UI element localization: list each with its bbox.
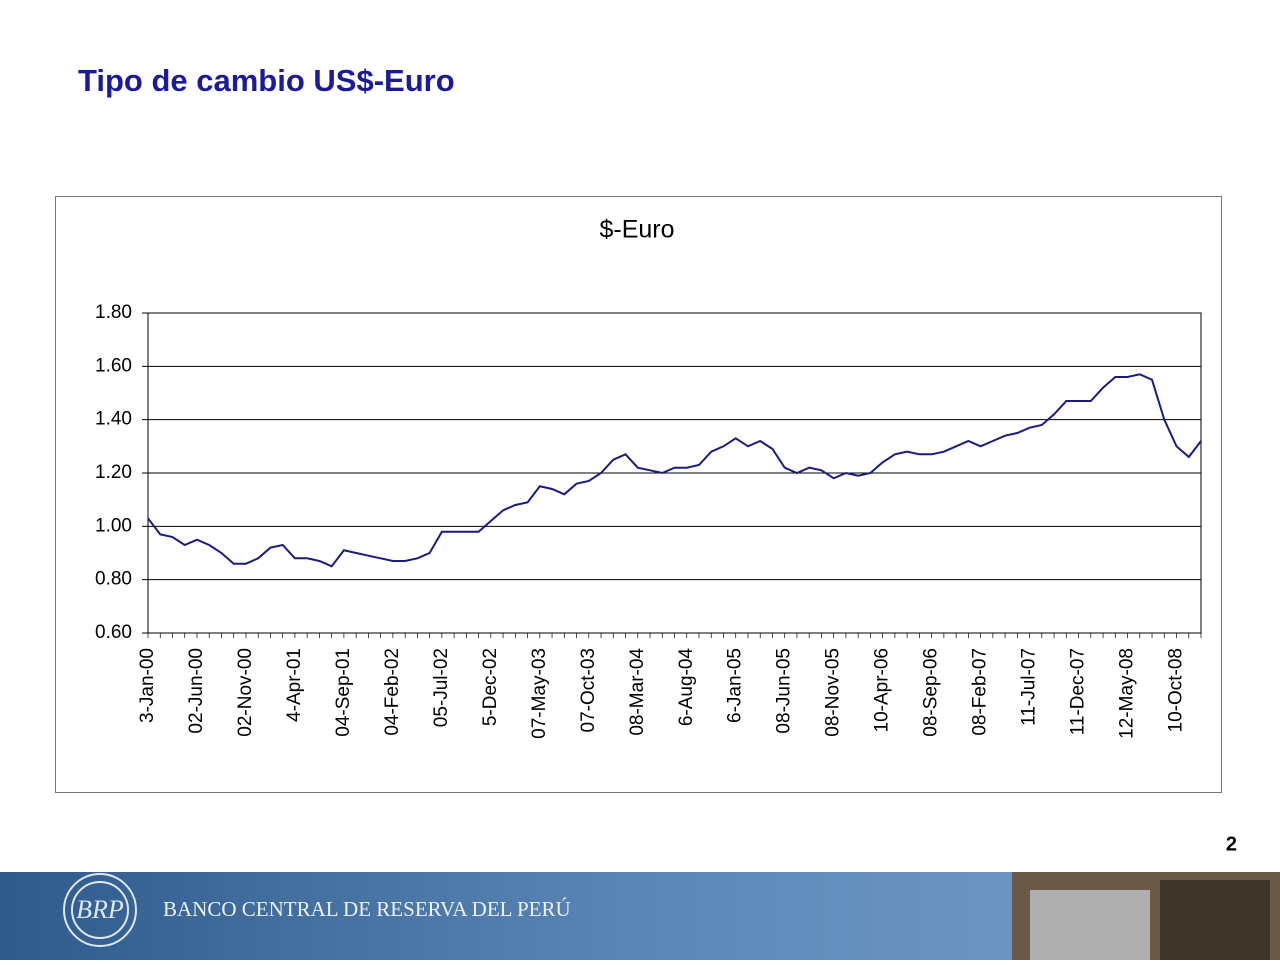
y-tick-label: 1.60 bbox=[95, 355, 132, 376]
y-tick-label: 1.40 bbox=[95, 409, 132, 430]
x-tick-label: 3-Jan-00 bbox=[137, 648, 158, 723]
x-tick-label: 02-Nov-00 bbox=[235, 648, 256, 737]
page-number: 2 bbox=[1226, 833, 1237, 855]
x-tick-label: 05-Jul-02 bbox=[431, 648, 452, 727]
x-tick-label: 08-Sep-06 bbox=[921, 648, 942, 737]
x-tick-label: 07-May-03 bbox=[529, 648, 550, 739]
x-tick-label: 11-Dec-07 bbox=[1068, 648, 1089, 735]
data-line bbox=[147, 373, 1202, 568]
x-tick-label: 12-May-08 bbox=[1117, 648, 1138, 739]
x-tick-label: 08-Nov-05 bbox=[823, 648, 844, 737]
x-tick-label: 08-Jun-05 bbox=[774, 648, 795, 734]
x-tick-label: 04-Feb-02 bbox=[382, 648, 403, 736]
chart-title: $-Euro bbox=[599, 216, 674, 244]
x-tick-label: 08-Feb-07 bbox=[970, 648, 991, 736]
y-tick-label: 0.60 bbox=[95, 622, 132, 643]
x-tick-label: 10-Oct-08 bbox=[1166, 648, 1187, 732]
logo: BRP bbox=[63, 873, 137, 947]
svg-text:BRP: BRP bbox=[76, 895, 124, 924]
x-tick-label: 4-Apr-01 bbox=[284, 648, 305, 722]
y-tick-label: 1.00 bbox=[95, 515, 132, 536]
y-tick-label: 1.80 bbox=[95, 302, 132, 323]
footer-text: BANCO CENTRAL DE RESERVA DEL PERÚ bbox=[163, 897, 571, 921]
y-tick-label: 0.80 bbox=[95, 569, 132, 590]
x-tick-label: 11-Jul-07 bbox=[1019, 648, 1040, 726]
footer-photo-detail bbox=[1160, 880, 1270, 960]
x-tick-label: 04-Sep-01 bbox=[333, 648, 354, 737]
x-tick-label: 07-Oct-03 bbox=[578, 648, 599, 732]
x-tick-label: 10-Apr-06 bbox=[872, 648, 893, 733]
y-tick-label: 1.20 bbox=[95, 462, 132, 483]
footer-photo-detail bbox=[1030, 890, 1150, 960]
x-tick-label: 08-Mar-04 bbox=[627, 648, 648, 736]
x-tick-label: 6-Aug-04 bbox=[676, 648, 697, 727]
x-tick-label: 5-Dec-02 bbox=[480, 648, 501, 726]
x-tick-label: 02-Jun-00 bbox=[186, 648, 207, 734]
slide-title: Tipo de cambio US$-Euro bbox=[78, 63, 455, 98]
x-tick-label: 6-Jan-05 bbox=[725, 648, 746, 723]
